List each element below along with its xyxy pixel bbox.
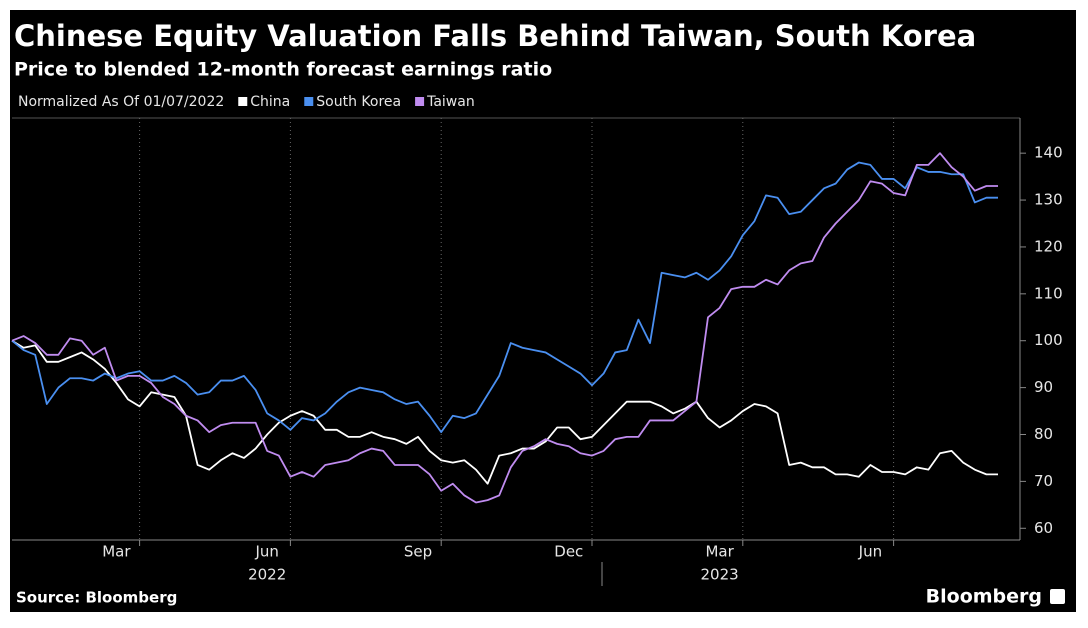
y-tick-label: 100 — [1034, 331, 1063, 349]
legend-label: Taiwan — [426, 94, 475, 110]
y-tick-label: 60 — [1034, 519, 1053, 537]
y-tick-label: 90 — [1034, 378, 1053, 396]
x-tick-label: Jun — [858, 543, 882, 561]
x-tick-label: Mar — [705, 543, 734, 561]
x-tick-label: Jun — [254, 543, 278, 561]
y-tick-label: 120 — [1034, 237, 1063, 255]
x-tick-label: Sep — [404, 543, 432, 561]
legend-swatch — [415, 97, 425, 106]
brand: Bloomberg — [926, 586, 1042, 608]
legend-label: South Korea — [316, 94, 401, 110]
legend-swatch — [238, 97, 248, 106]
y-tick-label: 140 — [1034, 144, 1063, 162]
legend-title: Normalized As Of 01/07/2022 — [18, 94, 224, 110]
x-group-label: 2023 — [701, 566, 739, 584]
y-tick-label: 80 — [1034, 425, 1053, 443]
brand-icon — [1050, 589, 1065, 604]
x-tick-label: Mar — [102, 543, 131, 561]
legend-label: China — [250, 94, 290, 110]
y-tick-label: 130 — [1034, 191, 1063, 209]
y-tick-label: 70 — [1034, 472, 1053, 490]
series-line — [11, 152, 998, 504]
background — [10, 10, 1076, 612]
chart-subtitle: Price to blended 12-month forecast earni… — [14, 59, 552, 81]
source: Source: Bloomberg — [16, 589, 177, 607]
chart-title: Chinese Equity Valuation Falls Behind Ta… — [14, 19, 976, 53]
legend-swatch — [304, 97, 314, 106]
y-tick-label: 110 — [1034, 284, 1063, 302]
x-group-label: 2022 — [248, 566, 286, 584]
series-line — [11, 161, 998, 434]
x-tick-label: Dec — [554, 543, 583, 561]
series-line — [11, 339, 998, 485]
